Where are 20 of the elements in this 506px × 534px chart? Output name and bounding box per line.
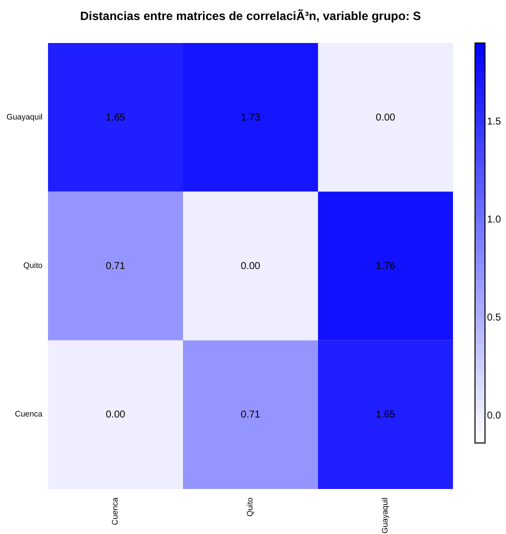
data-label: 0.00	[376, 112, 396, 124]
x-tick-label: Quito	[246, 496, 254, 517]
x-tick-label: Cuenca	[110, 496, 120, 526]
color-bar-label: 1.0	[487, 214, 502, 226]
chart-title: Distancias entre matrices de correlaciÃ³n, variable grupo: S	[80, 9, 421, 23]
data-label: 0.00	[106, 410, 126, 421]
data-label: 0.71	[240, 410, 261, 421]
data-label: 0.00	[240, 261, 261, 272]
color-bar-label: 0.5	[487, 312, 502, 324]
color-bar-label: 1.5	[487, 116, 502, 128]
x-tick-label: Guayaquil	[380, 497, 390, 534]
color-bar-label: 0.0	[487, 410, 502, 422]
data-label: 1.65	[376, 410, 396, 421]
data-label: 0.71	[106, 261, 126, 272]
y-tick-label: Guayaquil	[6, 112, 43, 122]
y-tick-label: Quito	[23, 261, 44, 270]
data-label: 1.76	[376, 261, 396, 272]
y-tick-label: Cuenca	[14, 410, 44, 419]
data-label: 1.65	[106, 112, 126, 124]
data-label: 1.73	[240, 112, 261, 124]
